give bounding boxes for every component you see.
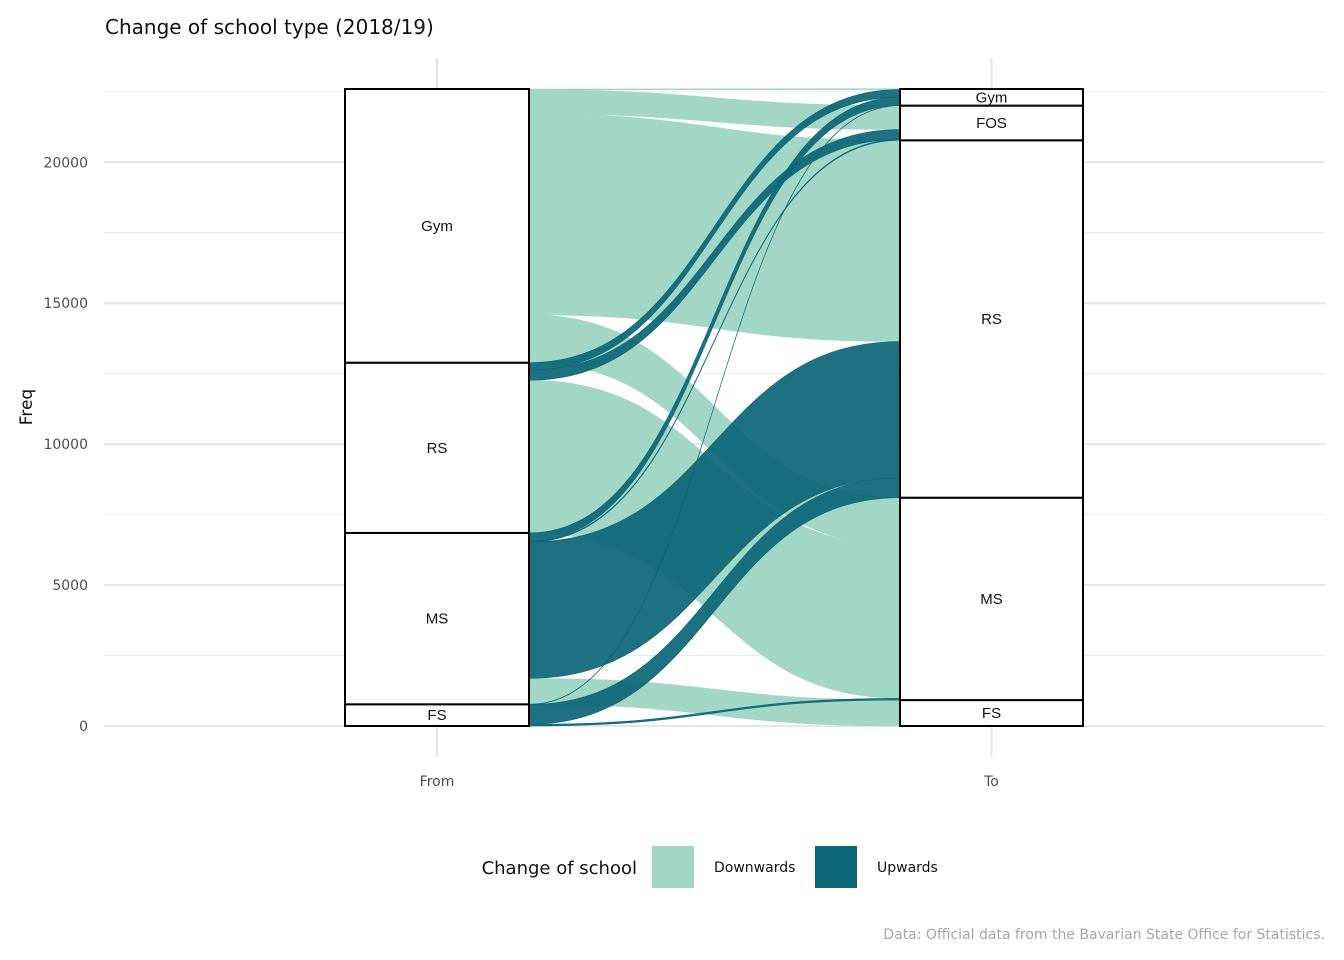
from-stratum-label-fs: FS <box>427 707 446 724</box>
chart-title: Change of school type (2018/19) <box>105 15 434 39</box>
legend-label-upwards: Upwards <box>877 860 938 876</box>
y-tick-label: 15000 <box>43 296 88 312</box>
data-source-caption: Data: Official data from the Bavarian St… <box>883 927 1325 943</box>
to-stratum-gym <box>899 88 1084 107</box>
to-stratum-fs <box>899 699 1084 728</box>
to-stratum-label-fs: FS <box>982 705 1001 722</box>
from-stratum-gym <box>344 88 530 364</box>
legend-swatch-upwards <box>815 846 857 888</box>
to-stratum-rs <box>899 139 1084 499</box>
from-stratum-label-gym: Gym <box>421 218 453 235</box>
from-stratum-ms <box>344 531 530 706</box>
y-tick-label: 10000 <box>43 437 88 453</box>
to-stratum-label-gym: Gym <box>976 89 1008 106</box>
to-stratum-fos <box>899 104 1084 142</box>
flow-gym-to-gym <box>528 88 901 91</box>
y-tick-label: 5000 <box>52 578 88 594</box>
to-stratum-label-rs: RS <box>981 311 1002 328</box>
x-tick-label-to: To <box>983 774 999 790</box>
to-stratum-ms <box>899 496 1084 702</box>
strata-layer: FS MS RS Gym FS MS RS FOS Gym <box>344 88 1084 728</box>
from-stratum-label-ms: MS <box>426 611 449 628</box>
y-tick-label: 20000 <box>43 155 88 171</box>
flow-layer <box>528 88 901 727</box>
legend: Change of school Downwards Upwards <box>482 846 938 888</box>
to-stratum-label-ms: MS <box>980 591 1003 608</box>
to-stratum-label-fos: FOS <box>976 115 1007 132</box>
legend-title: Change of school <box>482 858 637 879</box>
axis-layer: 0 5000 10000 15000 20000 From To <box>43 155 998 790</box>
from-stratum-rs <box>344 361 530 534</box>
legend-label-downwards: Downwards <box>714 860 795 876</box>
y-tick-label: 0 <box>79 719 88 735</box>
x-tick-label-from: From <box>420 774 455 790</box>
from-stratum-label-rs: RS <box>427 440 448 457</box>
y-axis-label: Freq <box>17 389 37 425</box>
legend-swatch-downwards <box>652 846 694 888</box>
